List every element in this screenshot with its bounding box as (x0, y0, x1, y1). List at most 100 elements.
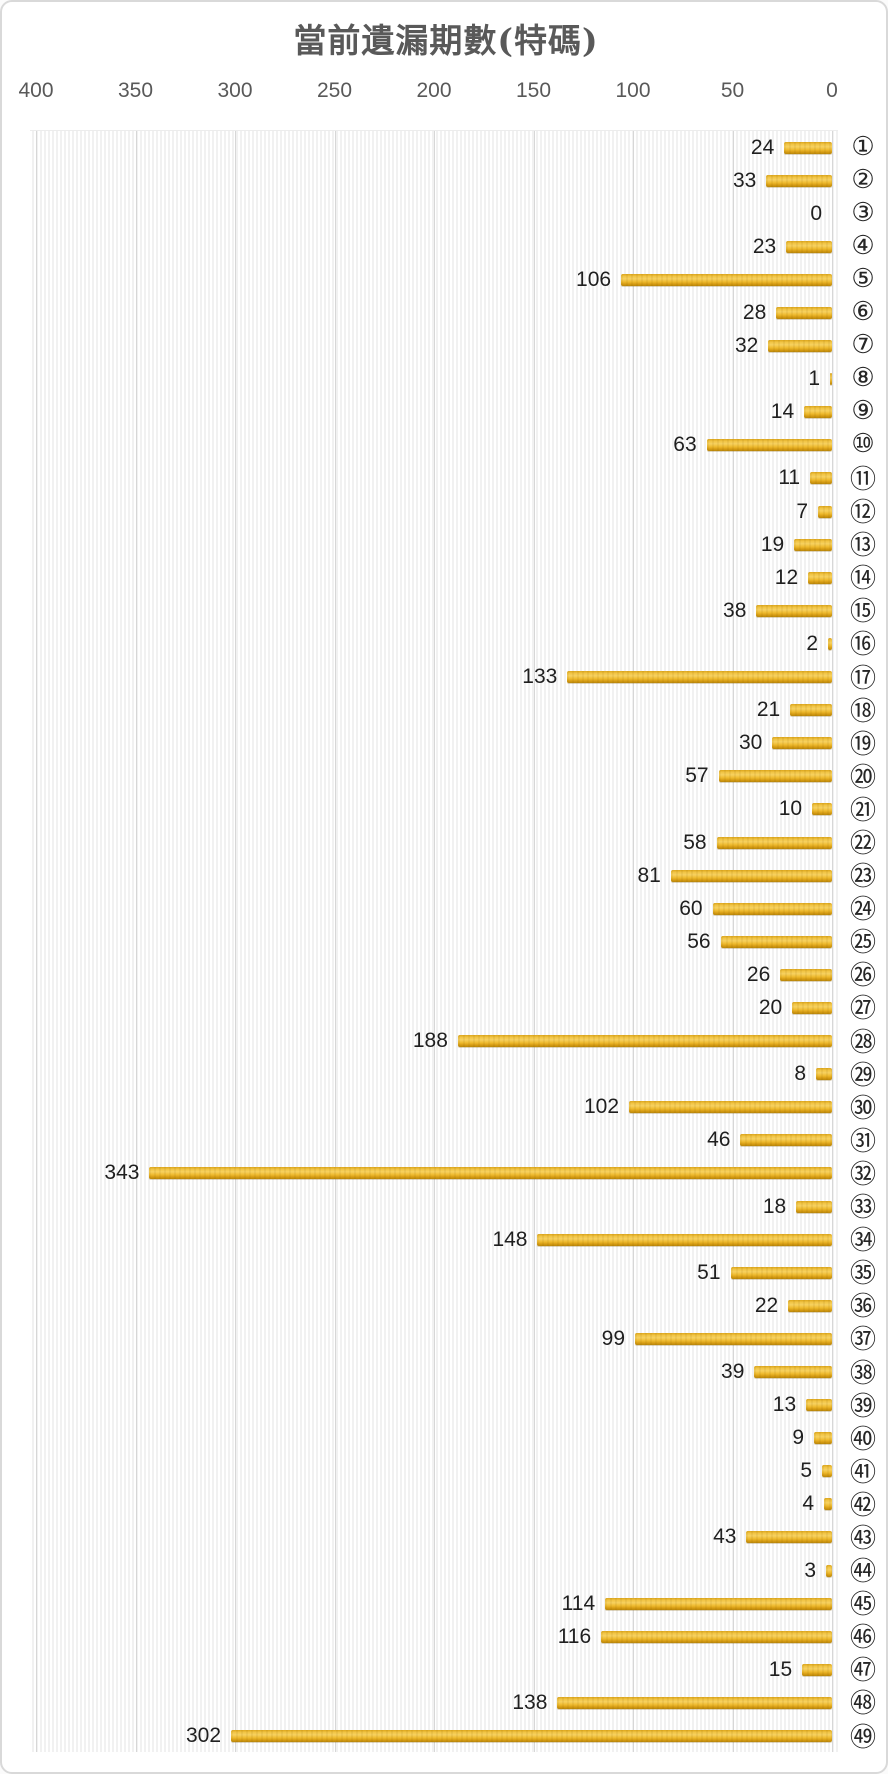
bar-value-label: 18 (762, 1194, 787, 1218)
category-label: ㊷ (849, 1490, 876, 1521)
bar-row: 138 (30, 1686, 838, 1719)
bar-row: 24 (30, 131, 838, 164)
bar-row: 13 (30, 1389, 838, 1422)
bar-value-label: 58 (683, 830, 707, 854)
bar (746, 1531, 832, 1544)
bar-value-label: 46 (707, 1128, 731, 1152)
bar-value-label: 51 (697, 1260, 721, 1284)
bar-value-label: 302 (185, 1724, 222, 1748)
bar-value-label: 56 (687, 929, 711, 953)
bar-row: 11 (30, 462, 838, 495)
bar (822, 1465, 832, 1478)
bar (818, 505, 832, 518)
bar-value-label: 116 (557, 1624, 592, 1648)
category-label: ㉙ (849, 1060, 876, 1091)
bar-value-label: 3 (804, 1558, 817, 1582)
category-label: ⑳ (849, 762, 876, 793)
bar (720, 935, 832, 948)
bar-row: 43 (30, 1521, 838, 1554)
category-label: ㊸ (849, 1523, 876, 1554)
bar-row: 28 (30, 296, 838, 329)
bar-row: 56 (30, 925, 838, 958)
gridline (334, 131, 336, 1752)
bar-row: 46 (30, 1124, 838, 1157)
bar (784, 141, 832, 154)
bar (806, 1399, 832, 1412)
category-label: ⑨ (851, 396, 875, 427)
bar (804, 406, 832, 419)
bar-value-label: 39 (721, 1360, 745, 1384)
bar-row: 116 (30, 1620, 838, 1653)
bar-value-label: 60 (679, 896, 703, 920)
bar-row: 51 (30, 1256, 838, 1289)
gridline (832, 131, 833, 1752)
bar-row: 5 (30, 1455, 838, 1488)
bar-value-label: 9 (792, 1426, 805, 1450)
category-label: ㊻ (849, 1623, 876, 1654)
bar-row: 4 (30, 1488, 838, 1521)
bar (772, 737, 832, 750)
bar (756, 604, 832, 617)
category-label: ⑯ (849, 630, 876, 661)
bar-value-label: 5 (800, 1459, 813, 1483)
category-label: ㊵ (849, 1424, 876, 1455)
bar (537, 1233, 832, 1246)
bar-value-label: 38 (723, 598, 747, 622)
gridline (633, 131, 634, 1752)
category-label: ㊶ (849, 1457, 876, 1488)
gridline (135, 131, 137, 1752)
bar (670, 869, 832, 882)
category-label: ⑬ (849, 531, 876, 562)
bar-row: 22 (30, 1289, 838, 1322)
category-label: ㊾ (849, 1722, 876, 1753)
bar-value-label: 114 (561, 1591, 596, 1615)
bar-row: 39 (30, 1355, 838, 1388)
bar-row: 302 (30, 1720, 838, 1753)
category-label: ㉞ (849, 1226, 876, 1257)
bar-value-label: 148 (492, 1227, 528, 1251)
bar (730, 1266, 832, 1279)
bar (706, 439, 832, 452)
category-label: ㉜ (849, 1159, 876, 1190)
bar-value-label: 13 (772, 1393, 797, 1417)
category-label: ㉓ (849, 862, 876, 893)
bar (621, 273, 832, 286)
category-label: ⑭ (849, 564, 876, 595)
bar-row: 8 (30, 1058, 838, 1091)
bar-row: 33 (30, 164, 838, 197)
bar-value-label: 1 (808, 367, 821, 391)
category-label: ㊼ (849, 1656, 876, 1687)
bar-value-label: 102 (583, 1095, 620, 1119)
bar-value-label: 2 (806, 631, 819, 655)
category-label: ⑥ (851, 297, 875, 328)
category-label: ③ (851, 197, 875, 228)
category-label: ㊴ (849, 1391, 876, 1422)
category-label: ㉒ (849, 829, 876, 860)
bar-value-label: 8 (794, 1062, 807, 1086)
bar (814, 1432, 832, 1445)
bar-row: 1 (30, 363, 838, 396)
bar-row: 102 (30, 1091, 838, 1124)
bar-row: 7 (30, 495, 838, 528)
category-label: ㊱ (849, 1292, 876, 1323)
bar (567, 671, 832, 684)
category-label: ㊲ (849, 1325, 876, 1356)
bar-row: 14 (30, 396, 838, 429)
bar (776, 307, 832, 320)
category-label: ㉝ (849, 1193, 876, 1224)
bar (824, 1498, 832, 1511)
bar-row: 9 (30, 1422, 838, 1455)
bar-value-label: 15 (768, 1657, 793, 1681)
bar-value-label: 23 (752, 234, 777, 258)
bar-row: 10 (30, 793, 838, 826)
bar-row: 32 (30, 330, 838, 363)
bar-row: 148 (30, 1223, 838, 1256)
bar-row: 23 (30, 230, 838, 263)
bar-value-label: 106 (576, 267, 612, 291)
bar-row: 3 (30, 1554, 838, 1587)
bar-value-label: 63 (673, 433, 697, 457)
category-label: ⑰ (849, 663, 876, 694)
category-label: ㉖ (849, 961, 876, 992)
category-label: ㊹ (849, 1557, 876, 1588)
